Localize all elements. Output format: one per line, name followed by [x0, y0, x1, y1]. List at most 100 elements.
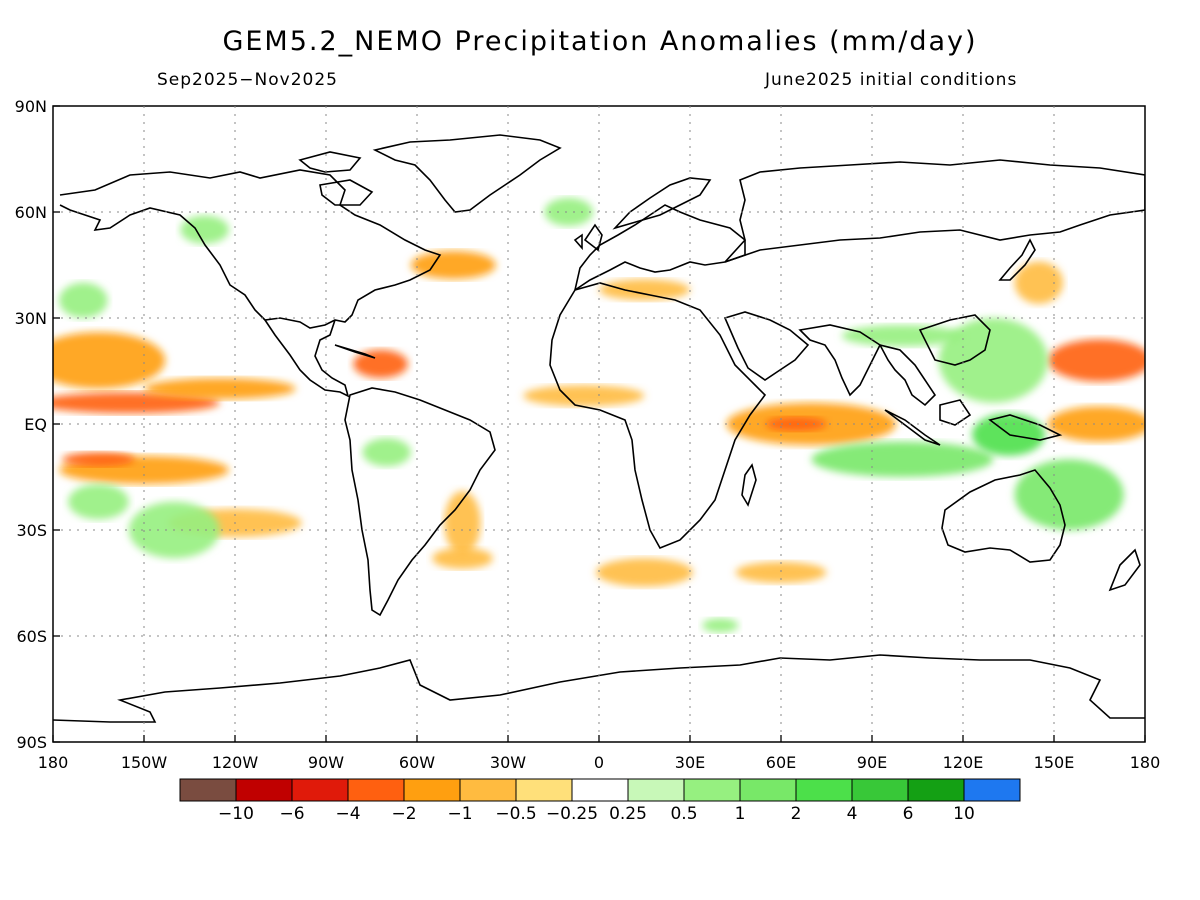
lat-tick-label: 90N: [15, 97, 47, 116]
lon-tick-label: 90E: [857, 753, 887, 772]
coast-japan: [998, 238, 1036, 281]
colorbar-label: −0.5: [495, 804, 536, 824]
lon-tick-label: 30E: [675, 753, 705, 772]
coast-cuba: [334, 344, 376, 359]
anomaly-region-4: [62, 452, 135, 467]
chart-title: GEM5.2_NEMO Precipitation Anomalies (mm/…: [222, 26, 978, 57]
colorbar-label: 4: [847, 804, 858, 824]
coastlines: [53, 134, 1145, 723]
anomaly-region-7: [353, 349, 408, 379]
coast-europe: [573, 204, 746, 292]
coast-arabia: [723, 311, 810, 381]
anomaly-region-11: [599, 279, 690, 301]
latitude-axis: 90N 60N 30N EQ 30S 60S 90S: [15, 97, 60, 752]
colorbar-label: 6: [903, 804, 914, 824]
colorbar-swatch: [459, 778, 517, 802]
anomaly-region-9: [432, 547, 493, 569]
colorbar-label: 0.25: [609, 804, 647, 824]
coast-south-asia: [798, 324, 882, 397]
coast-australia: [941, 469, 1066, 563]
lon-tick-label: 120W: [212, 753, 259, 772]
colorbar-swatch: [571, 778, 629, 802]
graticule: [53, 106, 1145, 742]
colorbar-label: 10: [953, 804, 975, 824]
coast-antarctica: [53, 654, 1145, 723]
longitude-axis: 180 150W 120W 90W 60W 30W 0 30E 60E 90E 120E 150E 18…: [38, 735, 1161, 772]
colorbar-swatch: [683, 778, 741, 802]
lat-tick-label: 60S: [16, 627, 47, 646]
colorbar-swatch: [515, 778, 573, 802]
coast-greenland: [372, 134, 562, 213]
lon-tick-label: 30W: [490, 753, 526, 772]
colorbar-swatch: [403, 778, 461, 802]
coast-central-america: [264, 319, 350, 398]
colorbar-label: 2: [791, 804, 802, 824]
lon-tick-label: 60E: [766, 753, 796, 772]
lon-tick-label: 60W: [399, 753, 435, 772]
anomaly-region-30: [702, 618, 739, 633]
colorbar-label: −1: [447, 804, 472, 824]
colorbar-swatch: [235, 778, 293, 802]
lon-tick-label: 150E: [1034, 753, 1075, 772]
colorbar-label: 1: [735, 804, 746, 824]
coast-british-isles: [573, 223, 603, 252]
anomaly-region-8: [444, 491, 481, 555]
anomaly-field: [53, 197, 1145, 633]
anomaly-region-17: [595, 558, 694, 587]
anomaly-region-18: [735, 561, 827, 584]
lat-tick-label: 90S: [16, 733, 47, 752]
coast-asia: [724, 159, 1145, 263]
initial-conditions-label: June2025 initial conditions: [765, 70, 1018, 90]
lat-tick-label: 60N: [15, 203, 47, 222]
lon-tick-label: 0: [594, 753, 604, 772]
anomaly-region-28: [544, 197, 593, 227]
lat-tick-label: 30N: [15, 309, 47, 328]
colorbar-swatch: [907, 778, 965, 802]
colorbar-label: −0.25: [546, 804, 598, 824]
colorbar-swatch: [851, 778, 909, 802]
colorbar-swatch: [795, 778, 853, 802]
colorbar-label: −10: [218, 804, 254, 824]
anomaly-region-6: [410, 250, 496, 280]
colorbar-label: −2: [391, 804, 416, 824]
anomaly-region-14: [1047, 339, 1145, 382]
anomaly-region-29: [362, 438, 411, 467]
coast-scandinavia: [612, 177, 712, 230]
coast-north-america: [59, 169, 442, 329]
colorbar-swatch: [347, 778, 405, 802]
colorbar-swatch: [739, 778, 797, 802]
anomaly-region-25: [68, 484, 129, 520]
colorbar-label: −4: [335, 804, 360, 824]
anomaly-region-24: [59, 282, 108, 319]
coast-new-zealand: [1108, 548, 1141, 592]
colorbar-swatch: [627, 778, 685, 802]
anomaly-region-2: [144, 378, 296, 400]
season-label: Sep2025−Nov2025: [157, 70, 338, 90]
anomaly-region-21: [1014, 459, 1124, 530]
colorbar-label: 0.5: [670, 804, 697, 824]
coast-africa: [549, 282, 767, 550]
anomaly-region-19: [938, 318, 1048, 403]
lon-tick-label: 90W: [308, 753, 344, 772]
anomaly-region-27: [180, 215, 229, 244]
colorbar-legend: −10 −6 −4 −2 −1 −0.5 −0.25 0.25 0.5 1 2 4 6 10: [179, 778, 1021, 824]
anomaly-region-0: [53, 332, 166, 389]
anomaly-region-23: [841, 325, 963, 347]
lat-tick-label: 30S: [16, 521, 47, 540]
anomaly-region-10: [523, 385, 645, 407]
coast-south-america: [344, 387, 496, 617]
lat-tick-label: EQ: [24, 415, 47, 434]
coast-indonesia: [884, 399, 1063, 446]
lon-tick-label: 150W: [121, 753, 168, 772]
colorbar-swatch: [179, 778, 237, 802]
lon-tick-label: 180: [38, 753, 69, 772]
lon-tick-label: 180: [1130, 753, 1161, 772]
coast-arctic-islands: [298, 151, 374, 206]
colorbar-swatch: [963, 778, 1021, 802]
anomaly-region-20: [811, 441, 994, 478]
lon-tick-label: 120E: [943, 753, 984, 772]
anomaly-region-16: [1014, 261, 1064, 304]
coast-madagascar: [741, 463, 757, 507]
anomaly-region-15: [1047, 406, 1145, 442]
